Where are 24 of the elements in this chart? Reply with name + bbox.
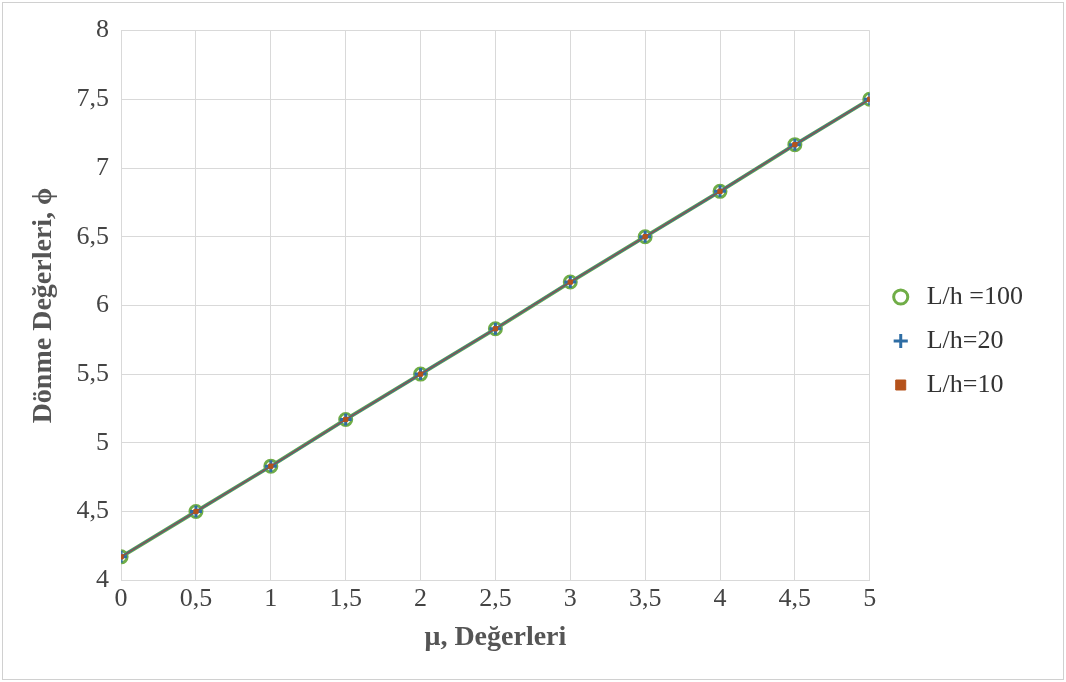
y-tick-label: 6,5 [76,220,110,250]
x-tick-label: 2 [414,582,428,612]
y-tick-label: 7,5 [76,83,110,113]
x-tick-label: 3,5 [628,582,662,612]
y-tick-label: 7 [96,151,110,181]
x-tick-label: 1,5 [329,582,362,612]
y-tick-label: 5,5 [76,357,110,387]
y-tick-label: 6 [96,289,110,319]
x-tick-label: 0 [114,582,128,612]
x-tick-label: 0,5 [179,582,213,612]
x-axis-title: μ, Değerleri [424,620,567,652]
x-tick-label: 5 [863,582,877,612]
x-tick-label: 2,5 [479,582,512,612]
x-tick-label: 1 [264,582,278,612]
legend-label: L/h =100 [926,280,1024,310]
y-tick-label: 8 [96,14,110,44]
legend-label: L/h=10 [926,368,1004,398]
legend-label: L/h=20 [926,324,1004,354]
x-tick-label: 4 [713,582,727,612]
x-tick-label: 3 [563,582,577,612]
y-tick-label: 5 [96,426,110,456]
x-tick-label: 4,5 [778,582,812,612]
y-tick-label: 4,5 [76,495,110,525]
y-axis-title: Dönme Değerleri, ϕ [26,187,58,424]
